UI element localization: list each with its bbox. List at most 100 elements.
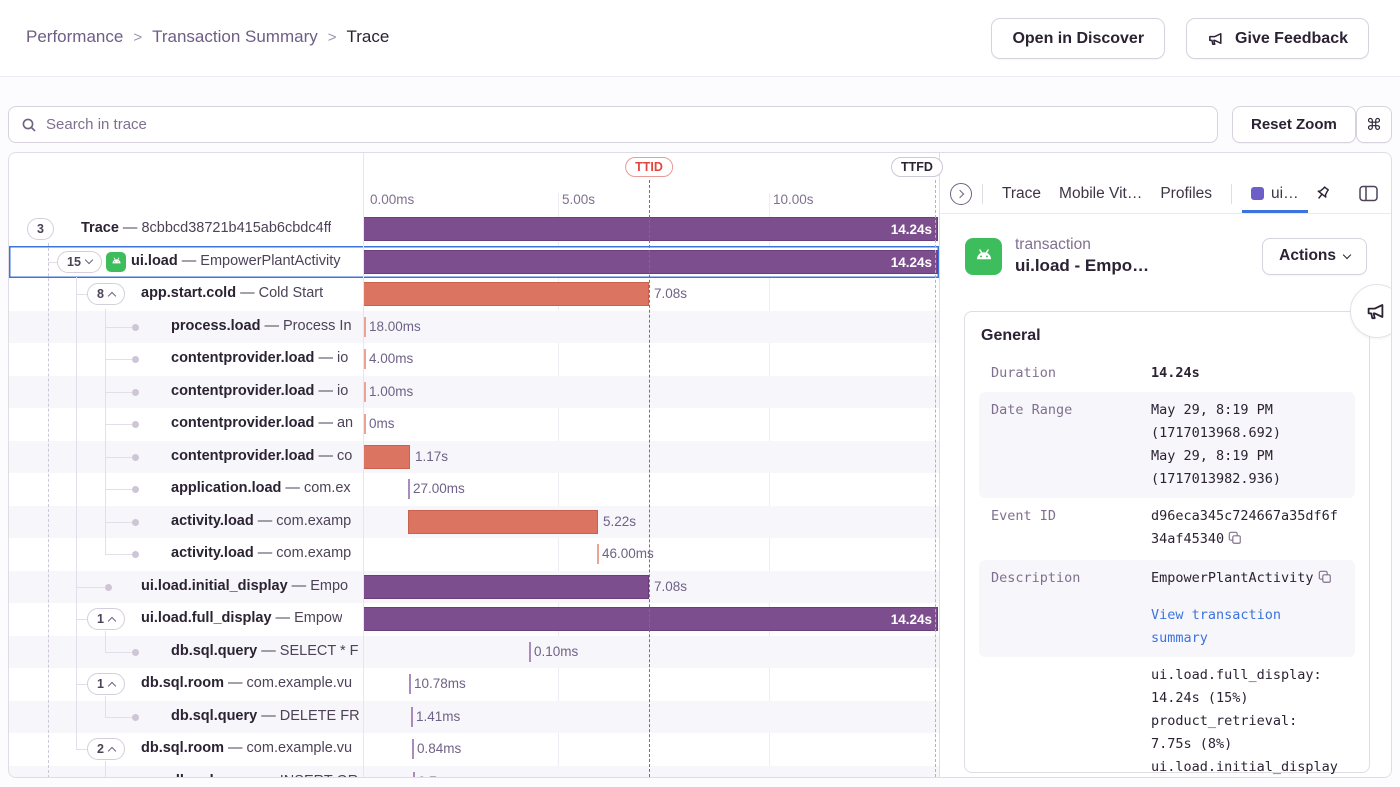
open-in-discover-button[interactable]: Open in Discover [991,18,1165,59]
waterfall-cell: 0.84ms [363,733,939,766]
op-desc-separator: — [314,448,337,464]
span-op: db.sql.query [171,643,257,659]
trace-row-contentprovider.load[interactable]: contentprovider.load — io4.00ms [9,343,939,376]
span-label: db.sql.query — SELECT * F [171,643,358,659]
leaf-dot-icon [132,324,139,331]
tree-stub-line [105,717,132,718]
expand-collapse-pill[interactable]: 8 [87,283,125,305]
ops-breakdown-line: ui.load.initial_display: 7.08s (7%) [1151,756,1343,778]
span-description: Cold Start [259,285,323,301]
dock-left-icon[interactable] [1356,182,1381,205]
span-description: Empo [310,578,348,594]
tree-waterfall-divider[interactable] [363,153,364,777]
give-feedback-button[interactable]: Give Feedback [1186,18,1369,59]
duration-label: 0.84ms [417,741,461,756]
op-desc-separator: — [314,350,337,366]
trace-row-activity.load[interactable]: activity.load — com.examp 46.00ms [9,538,939,571]
span-op: ui.load.initial_display [141,578,288,594]
tab-label: Trace [1002,185,1041,203]
span-description: SELECT * F [280,643,359,659]
tab-mobilevit[interactable]: Mobile Vit… [1050,174,1151,213]
actions-button[interactable]: Actions [1262,238,1367,275]
waterfall-cell: 4.00ms [363,343,939,376]
ttfd-line [935,180,936,777]
duration-tick[interactable] [529,642,531,662]
waterfall-cell: 1.41ms [363,701,939,734]
duration-tick[interactable] [364,382,366,402]
duration-tick[interactable] [409,674,411,694]
trace-row-contentprovider.load[interactable]: contentprovider.load — io1.00ms [9,376,939,409]
span-label: activity.load — com.examp [171,545,351,561]
tree-stub-line [76,587,105,588]
duration-tick[interactable] [597,544,599,564]
leaf-dot-icon [132,421,139,428]
reset-zoom-button[interactable]: Reset Zoom [1232,106,1356,143]
duration-tick[interactable] [411,707,413,727]
duration-label: 0.7 [418,774,437,778]
trace-row-ui.load.full_display[interactable]: 1ui.load.full_display — Empow14.24s [9,603,939,636]
duration-bar[interactable] [363,217,938,241]
trace-row-db.sql.query[interactable]: db.sql.query — INSERT OR0.7 [9,766,939,778]
duration-label: 46.00ms [602,546,654,561]
duration-bar[interactable] [363,445,410,469]
dock-bottom-icon[interactable] [1390,182,1392,205]
copy-icon[interactable] [1228,530,1242,553]
span-op: activity.load [171,513,254,529]
waterfall-cell: 10.78ms [363,668,939,701]
trace-row-db.sql.room[interactable]: 1 db.sql.room — com.example.vu 10.78ms [9,668,939,701]
trace-row-app.start.cold[interactable]: 8app.start.cold — Cold Start7.08s [9,278,939,311]
duration-bar[interactable] [363,607,938,631]
pin-tab-icon[interactable] [1310,181,1335,206]
duration-bar[interactable] [363,250,938,274]
span-description: EmpowerPlantActivity [200,253,340,269]
span-description: com.ex [304,480,351,496]
expand-collapse-pill[interactable]: 2 [87,738,125,760]
duration-bar[interactable] [363,575,649,599]
trace-row-ui.load.initial_display[interactable]: ui.load.initial_display — Empo7.08s [9,571,939,604]
op-desc-separator: — [257,643,280,659]
duration-tick[interactable] [364,349,366,369]
tree-stub-line [105,392,132,393]
trace-row-ui.load[interactable]: 15ui.load — EmpowerPlantActivity14.24s [9,246,939,279]
duration-bar[interactable] [408,510,598,534]
tab-label: ui… [1271,185,1299,203]
chevron-up-icon [108,291,116,299]
duration-bar[interactable] [363,282,649,306]
search-input[interactable] [46,116,1205,133]
trace-row-contentprovider.load[interactable]: contentprovider.load — an0ms [9,408,939,441]
expand-collapse-pill[interactable]: 3 [27,218,54,240]
duration-tick[interactable] [412,739,414,759]
trace-row-application.load[interactable]: application.load — com.ex27.00ms [9,473,939,506]
view-transaction-summary-link[interactable]: View transaction summary [1151,604,1343,650]
tree-stub-line [105,424,132,425]
collapse-panel-icon[interactable] [950,183,972,205]
tab-trace[interactable]: Trace [993,174,1050,213]
tree-guide-line [76,277,77,749]
duration-tick[interactable] [408,479,410,499]
copy-icon[interactable] [1318,569,1332,592]
trace-row-Trace[interactable]: 3Trace — 8cbbcd38721b415ab6cbdc4ff14.24s [9,213,939,246]
search-box[interactable] [8,106,1218,143]
duration-tick[interactable] [364,414,366,434]
trace-row-db.sql.query[interactable]: db.sql.query — SELECT * F0.10ms [9,636,939,669]
span-label: db.sql.room — com.example.vu [141,675,352,691]
span-detail-panel: Trace Mobile Vit…Profiles ui… [939,153,1391,777]
trace-row-db.sql.room[interactable]: 2db.sql.room — com.example.vu0.84ms [9,733,939,766]
trace-row-activity.load[interactable]: activity.load — com.examp5.22s [9,506,939,539]
waterfall-cell: 7.08s [363,278,939,311]
expand-collapse-pill[interactable]: 1 [87,608,125,630]
trace-row-process.load[interactable]: process.load — Process In18.00ms [9,311,939,344]
trace-row-contentprovider.load[interactable]: contentprovider.load — co1.17s [9,441,939,474]
breadcrumb-performance[interactable]: Performance [26,27,123,47]
waterfall-cell: 0.10ms [363,636,939,669]
breadcrumb-transaction-summary[interactable]: Transaction Summary [152,27,318,47]
expand-collapse-pill[interactable]: 1 [87,673,125,695]
tab-active-span[interactable]: ui… [1242,174,1308,213]
trace-row-db.sql.query[interactable]: db.sql.query — DELETE FR1.41ms [9,701,939,734]
tree-stub-line [76,294,87,295]
duration-tick[interactable] [364,317,366,337]
keyboard-shortcuts-button[interactable]: ⌘ [1356,106,1392,143]
duration-tick[interactable] [413,772,415,778]
expand-collapse-pill[interactable]: 15 [57,251,102,273]
tab-profiles[interactable]: Profiles [1151,174,1221,213]
